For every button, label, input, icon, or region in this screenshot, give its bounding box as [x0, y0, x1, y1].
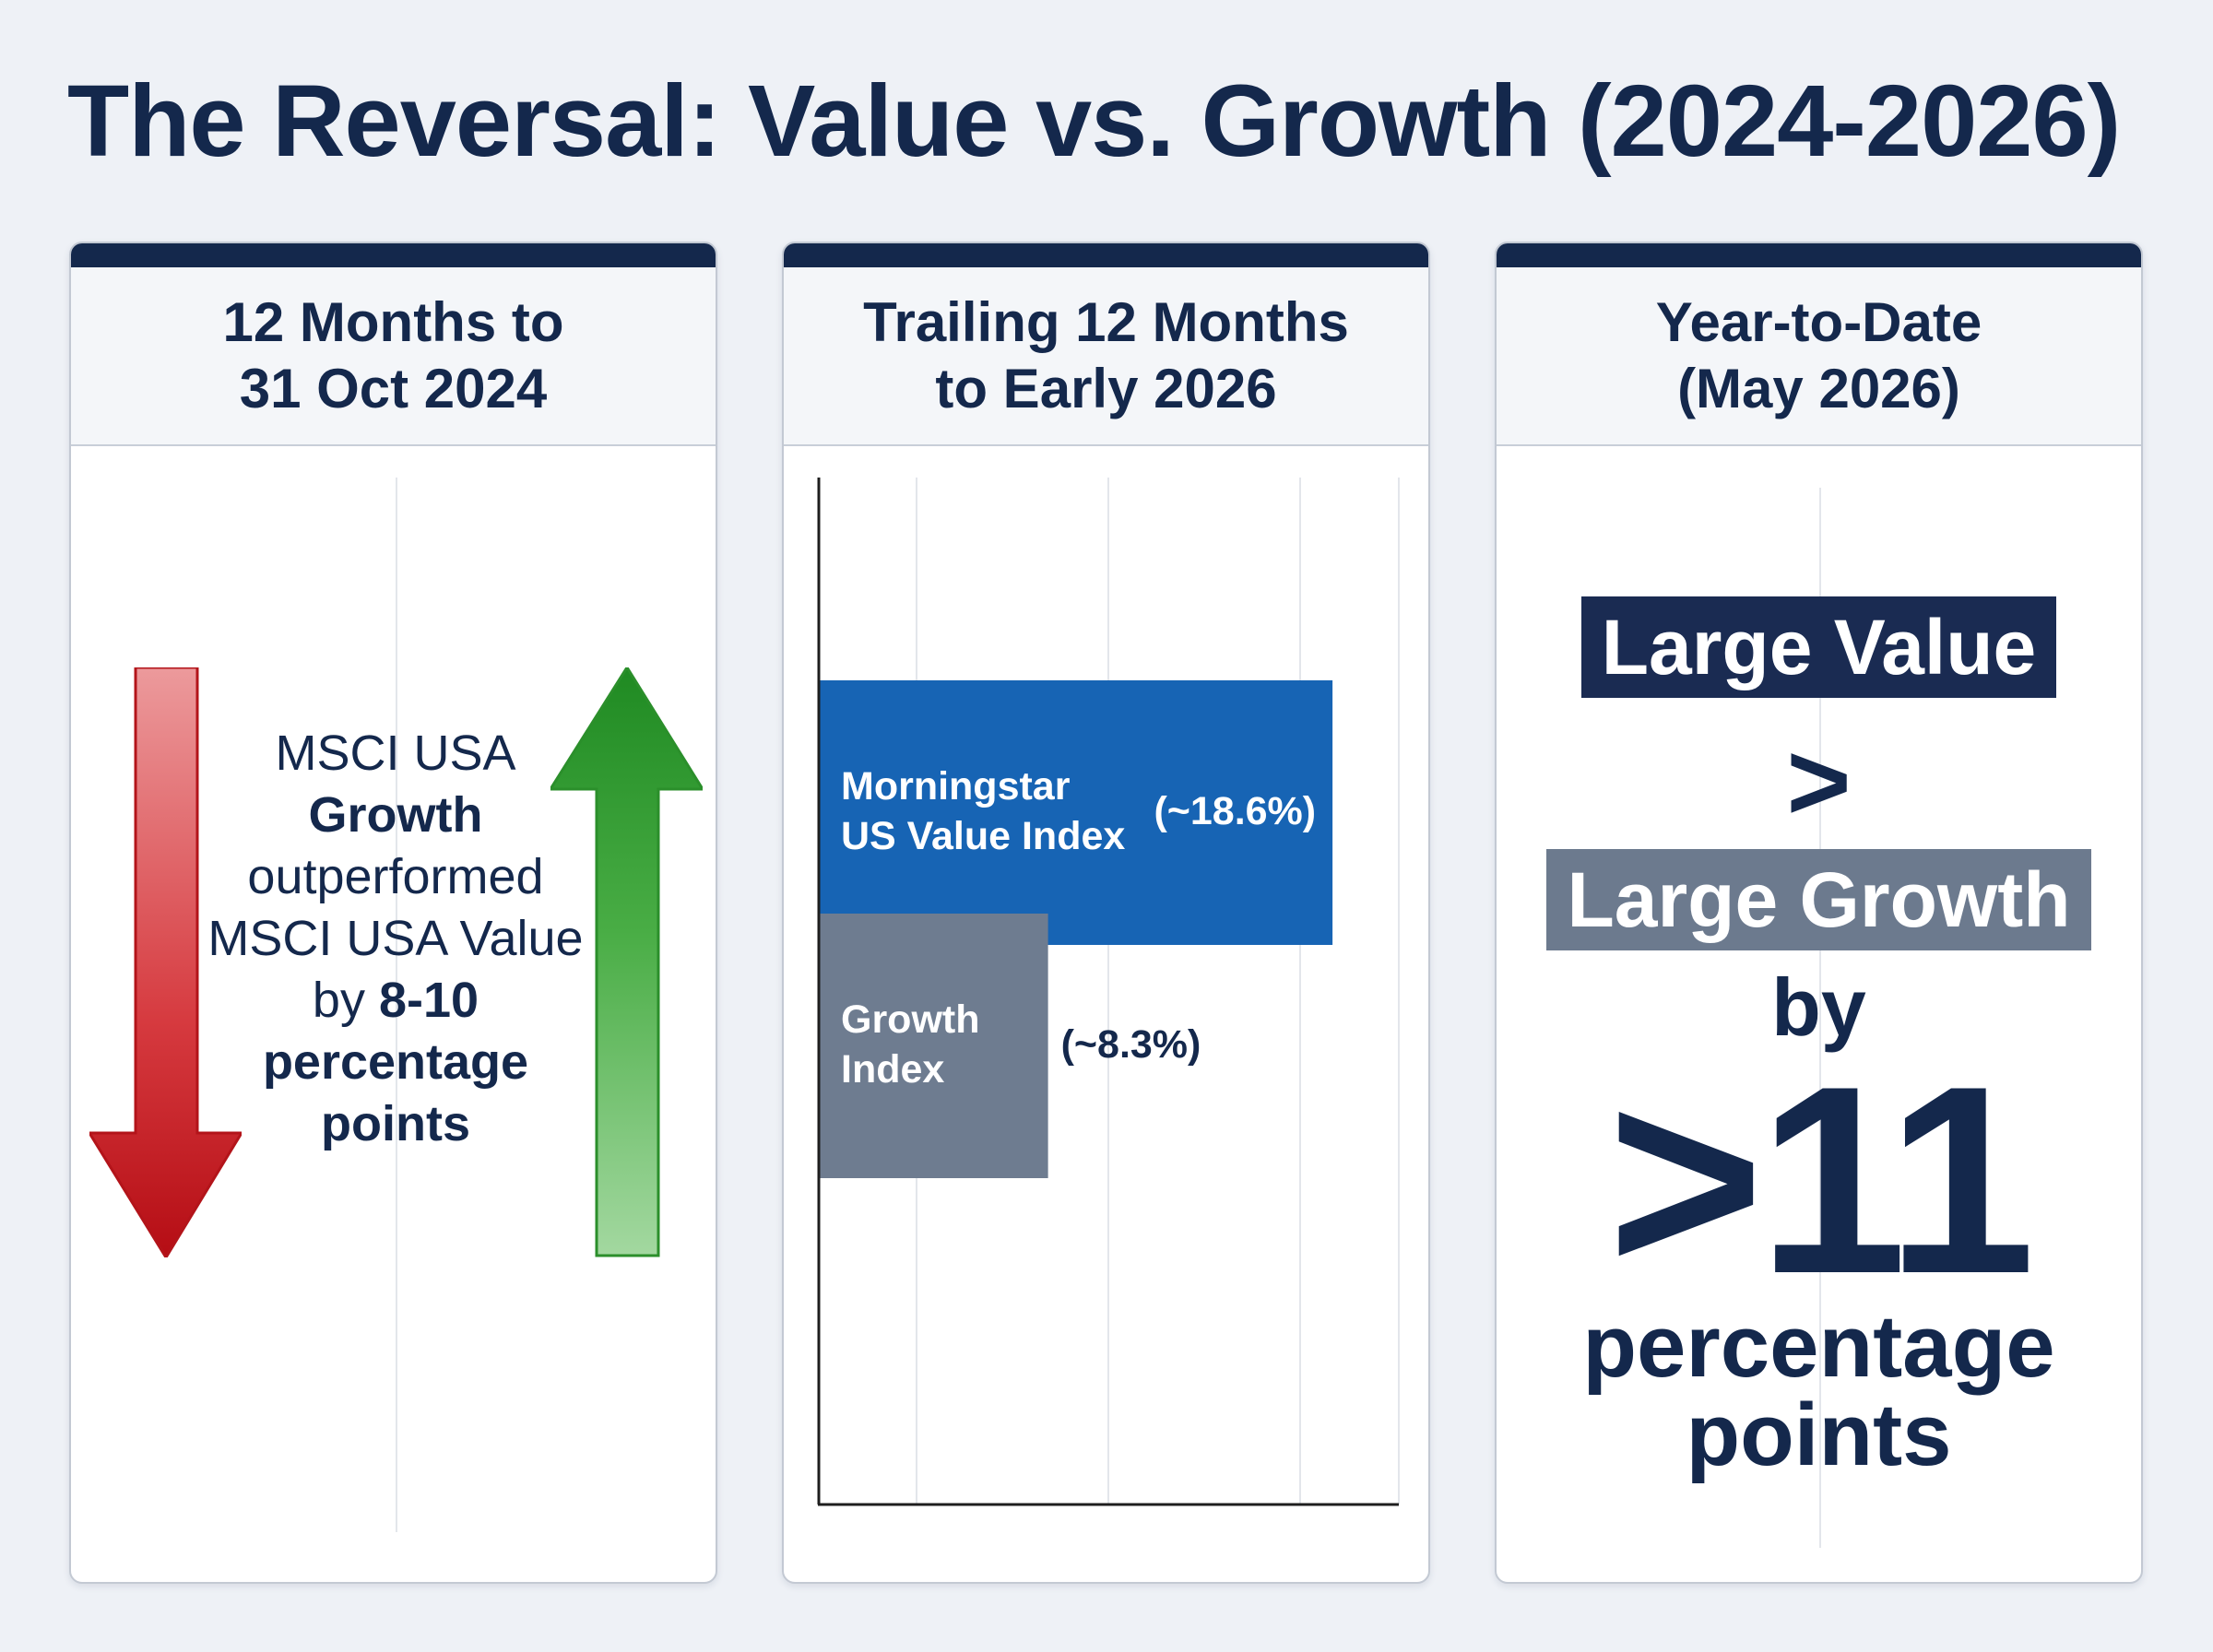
bar-category-line: Index [841, 1046, 945, 1092]
bar-value-label: (~8.3%) [1060, 1021, 1201, 1067]
difference-number: >11 [1607, 1031, 2036, 1329]
large-value-label: Large Value [1580, 596, 2057, 698]
emphasis-text: 8-10 percentage points [262, 973, 529, 1151]
panel-header: Year-to-Date (May 2026) [1497, 267, 2141, 446]
by-text: by [1771, 962, 1866, 1053]
up-arrow-shape [550, 667, 703, 1257]
panel-body: MSCI USA Growth outperformed MSCI USA Va… [71, 446, 716, 1582]
panel-body: Large Value > Large Growth by >11 percen… [1497, 446, 2141, 1582]
panel-body: Morningstar US Value Index (~18.6%) Growth I… [784, 446, 1428, 1582]
down-arrow-icon [89, 667, 242, 1257]
center-guide-line [396, 478, 397, 1532]
greater-than-symbol: > [1786, 720, 1852, 844]
body-text: outperformed MSCI USA Value by [207, 849, 584, 1028]
panel-early-2026: Trailing 12 Months to Early 2026 Morning… [782, 242, 1430, 1584]
unit-line: points [1686, 1386, 1952, 1484]
emphasis-text: Growth [308, 787, 483, 843]
panel-ytd-2026: Year-to-Date (May 2026) Large Value > La… [1495, 242, 2143, 1584]
page-title: The Reversal: Value vs. Growth (2024-202… [67, 65, 2121, 178]
growth-outperformance-text: MSCI USA Growth outperformed MSCI USA Va… [200, 723, 591, 1155]
panel-oct-2024: 12 Months to 31 Oct 2024 [69, 242, 717, 1584]
up-arrow-icon [550, 667, 703, 1257]
bar-chart [817, 478, 1400, 1506]
large-growth-label: Large Growth [1546, 849, 2091, 950]
bar-value-index [819, 680, 1333, 945]
unit-line: percentage [1582, 1297, 2055, 1396]
panel-accent-bar [1497, 243, 2141, 267]
down-arrow-shape [89, 667, 242, 1257]
panel-header-line: to Early 2026 [935, 358, 1277, 419]
panel-header: Trailing 12 Months to Early 2026 [784, 267, 1428, 446]
panel-header-line: (May 2026) [1677, 358, 1960, 419]
bar-category-line: Growth [841, 997, 980, 1042]
body-text: MSCI USA [275, 726, 516, 781]
panel-header-line: 31 Oct 2024 [239, 358, 548, 419]
ytd-comparison: Large Value > Large Growth by >11 percen… [1497, 596, 2141, 1480]
bar-category-label: Growth Index [841, 995, 979, 1094]
panel-header-line: Trailing 12 Months [863, 291, 1349, 353]
panel-accent-bar [784, 243, 1428, 267]
bar-category-line: US Value Index [841, 813, 1126, 858]
bar-category-label: Morningstar US Value Index [841, 761, 1125, 861]
bar-growth-index [819, 914, 1048, 1178]
bar-value-label: (~18.6%) [1154, 788, 1317, 833]
panel-header-line: 12 Months to [222, 291, 564, 353]
panel-accent-bar [71, 243, 716, 267]
center-guide-line [1819, 488, 1821, 1548]
bar-category-line: Morningstar [841, 763, 1071, 808]
panel-header: 12 Months to 31 Oct 2024 [71, 267, 716, 446]
panel-header-line: Year-to-Date [1655, 291, 1982, 353]
